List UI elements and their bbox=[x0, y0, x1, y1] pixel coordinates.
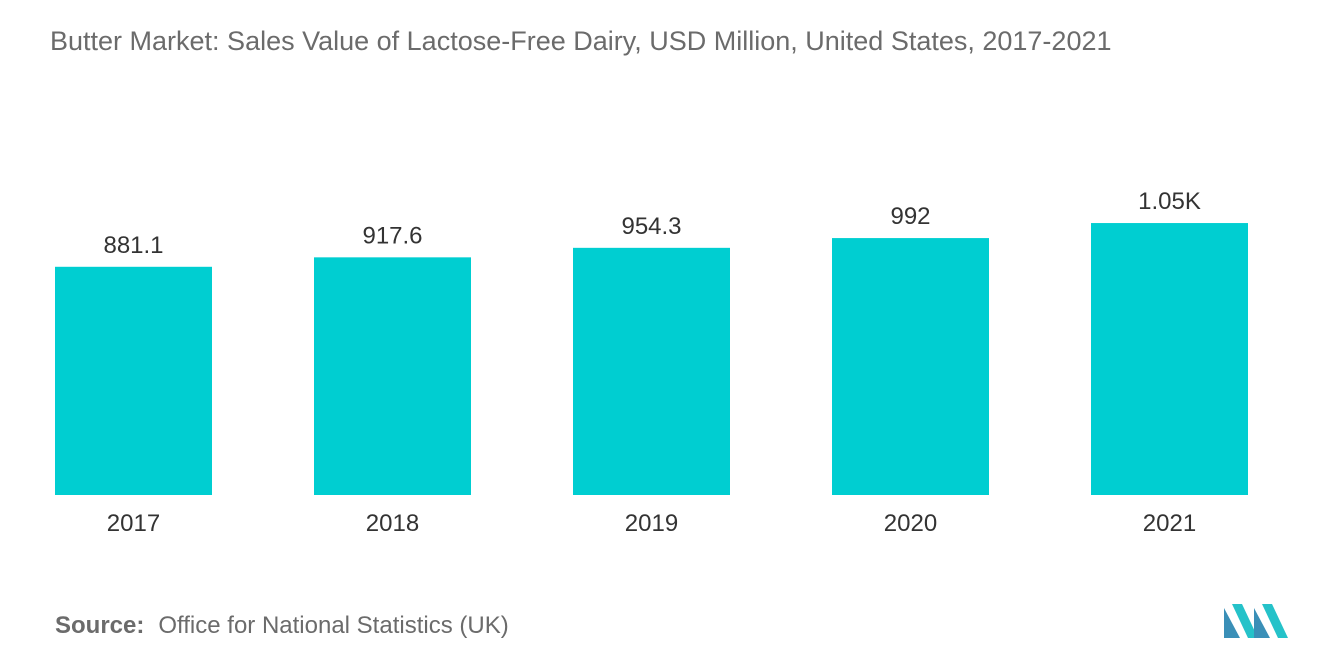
mordor-intelligence-logo-icon bbox=[1224, 604, 1288, 638]
value-label-2017: 881.1 bbox=[103, 232, 163, 259]
chart-title: Butter Market: Sales Value of Lactose-Fr… bbox=[50, 26, 1112, 56]
value-label-2020: 992 bbox=[890, 203, 930, 230]
x-tick-2017: 2017 bbox=[107, 510, 160, 537]
x-axis-ticks: 2017 2018 2019 2020 2021 bbox=[107, 510, 1196, 537]
bar-2020 bbox=[832, 238, 989, 495]
bar-chart: 881.1 917.6 954.3 992 1.05K 2017 2018 2019 2020… bbox=[55, 188, 1248, 537]
value-label-2018: 917.6 bbox=[362, 222, 422, 249]
bars-layer bbox=[55, 223, 1248, 496]
source-text: Office for National Statistics (UK) bbox=[158, 612, 509, 639]
x-tick-2020: 2020 bbox=[884, 510, 937, 537]
value-label-2019: 954.3 bbox=[621, 213, 681, 240]
value-label-2021: 1.05K bbox=[1138, 188, 1201, 215]
source-label: Source: bbox=[55, 612, 145, 639]
bar-2021 bbox=[1091, 223, 1248, 496]
x-tick-2018: 2018 bbox=[366, 510, 419, 537]
x-tick-2021: 2021 bbox=[1143, 510, 1196, 537]
bar-2018 bbox=[314, 257, 471, 495]
x-tick-2019: 2019 bbox=[625, 510, 678, 537]
bar-2017 bbox=[55, 266, 212, 495]
bar-2019 bbox=[573, 247, 730, 495]
source-note: Source: Office for National Statistics (U… bbox=[55, 612, 509, 640]
value-labels-layer: 881.1 917.6 954.3 992 1.05K bbox=[103, 188, 1200, 259]
